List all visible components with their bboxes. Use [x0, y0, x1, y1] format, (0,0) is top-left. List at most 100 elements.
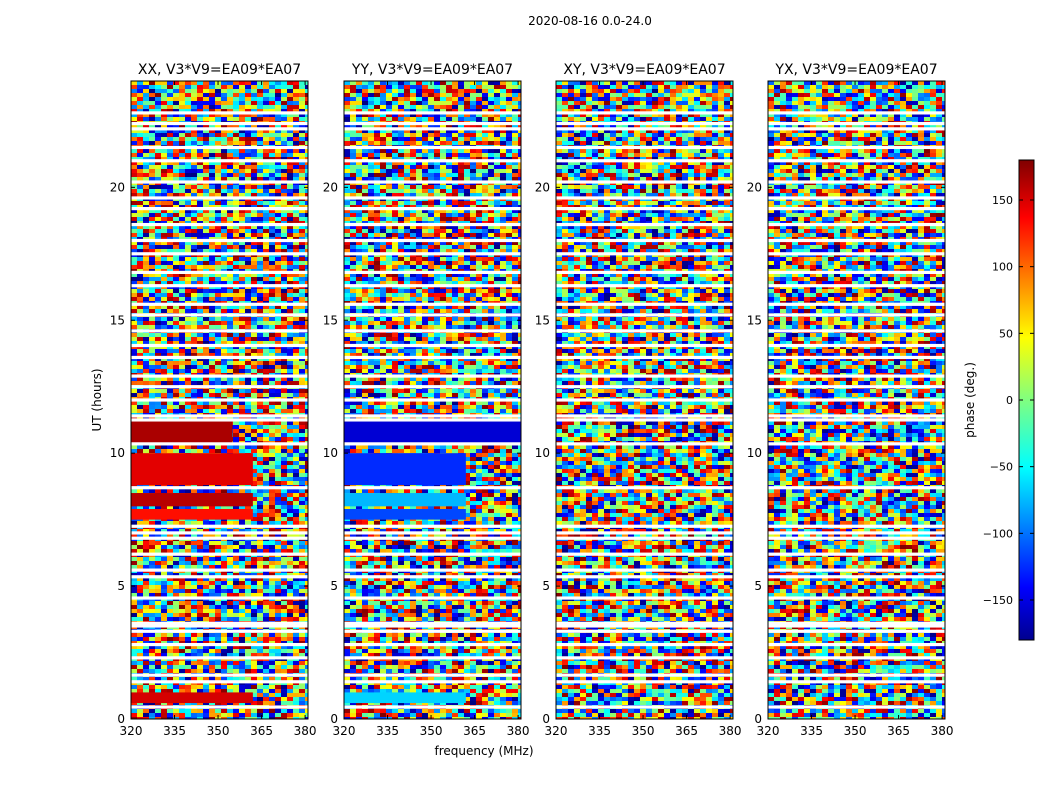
flagged-gap	[768, 568, 945, 572]
flagged-gap	[131, 680, 308, 684]
panel-title: XX, V3*V9=EA09*EA07	[138, 62, 301, 78]
flagged-gap	[556, 575, 733, 579]
panel-1: XX, V3*V9=EA09*EA07 320 335 350 365 380 0 5 10 15…	[110, 62, 317, 738]
coherent-phase-band	[131, 508, 253, 520]
flagged-gap	[556, 486, 733, 490]
flagged-gap	[556, 355, 733, 360]
flagged-gap	[556, 159, 733, 163]
panel-title: XY, V3*V9=EA09*EA07	[563, 62, 725, 78]
flagged-gap	[344, 180, 521, 184]
flagged-gap	[344, 121, 521, 126]
flagged-gap	[344, 486, 521, 490]
x-tick-label: 365	[675, 724, 698, 738]
x-tick-label: 365	[463, 724, 486, 738]
flagged-gap	[131, 442, 308, 446]
colorbar-tick-label: −50	[990, 461, 1013, 474]
flagged-gap	[768, 705, 945, 709]
flagged-gap	[344, 442, 521, 446]
coherent-phase-band	[131, 421, 233, 446]
flagged-gap	[556, 568, 733, 572]
flagged-gap	[556, 624, 733, 628]
flagged-gap	[131, 524, 308, 528]
panel-4: YX, V3*V9=EA09*EA07 320 335 350 365 380 0 5 10 15…	[747, 62, 954, 738]
flagged-gap	[131, 621, 308, 625]
flagged-gap	[344, 398, 521, 402]
flagged-gap	[344, 302, 521, 306]
flagged-gap	[344, 621, 521, 625]
y-axis-label: UT (hours)	[90, 368, 104, 431]
y-tick-label: 15	[535, 313, 550, 327]
flagged-gap	[131, 398, 308, 402]
y-tick-label: 0	[330, 712, 338, 726]
flagged-gap	[556, 313, 733, 317]
flagged-gap	[131, 552, 308, 556]
flagged-gap	[131, 121, 308, 126]
flagged-gap	[344, 207, 521, 211]
flagged-gap	[344, 127, 521, 131]
flagged-gap	[768, 385, 945, 389]
flagged-gap	[131, 414, 308, 418]
x-tick-label: 350	[207, 724, 230, 738]
coherent-phase-band	[131, 692, 253, 704]
x-tick-label: 320	[545, 724, 568, 738]
flagged-gap	[556, 621, 733, 625]
flagged-gap	[768, 121, 945, 126]
flagged-gap	[768, 207, 945, 211]
flagged-gap	[131, 355, 308, 360]
flagged-gap	[556, 531, 733, 535]
flagged-gap	[131, 536, 308, 540]
y-tick-label: 5	[754, 579, 762, 593]
phase-heatmap	[768, 81, 945, 719]
flagged-gap	[768, 222, 945, 227]
flagged-gap	[344, 596, 521, 600]
flagged-gap	[131, 302, 308, 306]
colorbar-label: phase (deg.)	[963, 362, 977, 438]
y-tick-label: 15	[323, 313, 338, 327]
flagged-gap	[768, 524, 945, 528]
flagged-gap	[131, 180, 308, 184]
flagged-gap	[556, 536, 733, 540]
coherent-phase-band	[131, 493, 253, 507]
colorbar-tick-label: 150	[992, 194, 1013, 207]
flagged-gap	[131, 222, 308, 227]
flagged-gap	[556, 673, 733, 677]
flagged-gap	[131, 343, 308, 348]
flagged-gap	[556, 414, 733, 418]
flagged-gap	[131, 196, 308, 200]
flagged-gap	[556, 524, 733, 528]
flagged-gap	[344, 624, 521, 628]
x-tick-label: 350	[632, 724, 655, 738]
flagged-gap	[768, 673, 945, 677]
flagged-gap	[556, 385, 733, 389]
flagged-gap	[768, 656, 945, 660]
y-tick-label: 20	[747, 180, 762, 194]
coherent-phase-band	[131, 453, 253, 486]
flagged-gap	[768, 398, 945, 402]
flagged-gap	[556, 629, 733, 633]
y-tick-label: 0	[542, 712, 550, 726]
flagged-gap	[131, 238, 308, 243]
flagged-gap	[556, 111, 733, 115]
flagged-gap	[556, 302, 733, 306]
flagged-gap	[131, 252, 308, 256]
flagged-gap	[556, 270, 733, 274]
y-tick-label: 10	[110, 446, 125, 460]
flagged-gap	[131, 596, 308, 600]
y-tick-label: 20	[535, 180, 550, 194]
flagged-gap	[556, 418, 733, 422]
panel-title: YY, V3*V9=EA09*EA07	[351, 62, 513, 78]
flagged-gap	[556, 284, 733, 288]
flagged-gap	[768, 374, 945, 378]
y-tick-label: 10	[323, 446, 338, 460]
flagged-gap	[131, 329, 308, 333]
flagged-gap	[556, 222, 733, 227]
flagged-gap	[344, 355, 521, 360]
flagged-gap	[344, 238, 521, 243]
flagged-gap	[344, 531, 521, 535]
x-tick-label: 365	[250, 724, 273, 738]
x-axis-label: frequency (MHz)	[434, 744, 533, 758]
flagged-gap	[556, 442, 733, 446]
flagged-gap	[768, 642, 945, 647]
flagged-gap	[768, 111, 945, 115]
flagged-gap	[344, 552, 521, 556]
